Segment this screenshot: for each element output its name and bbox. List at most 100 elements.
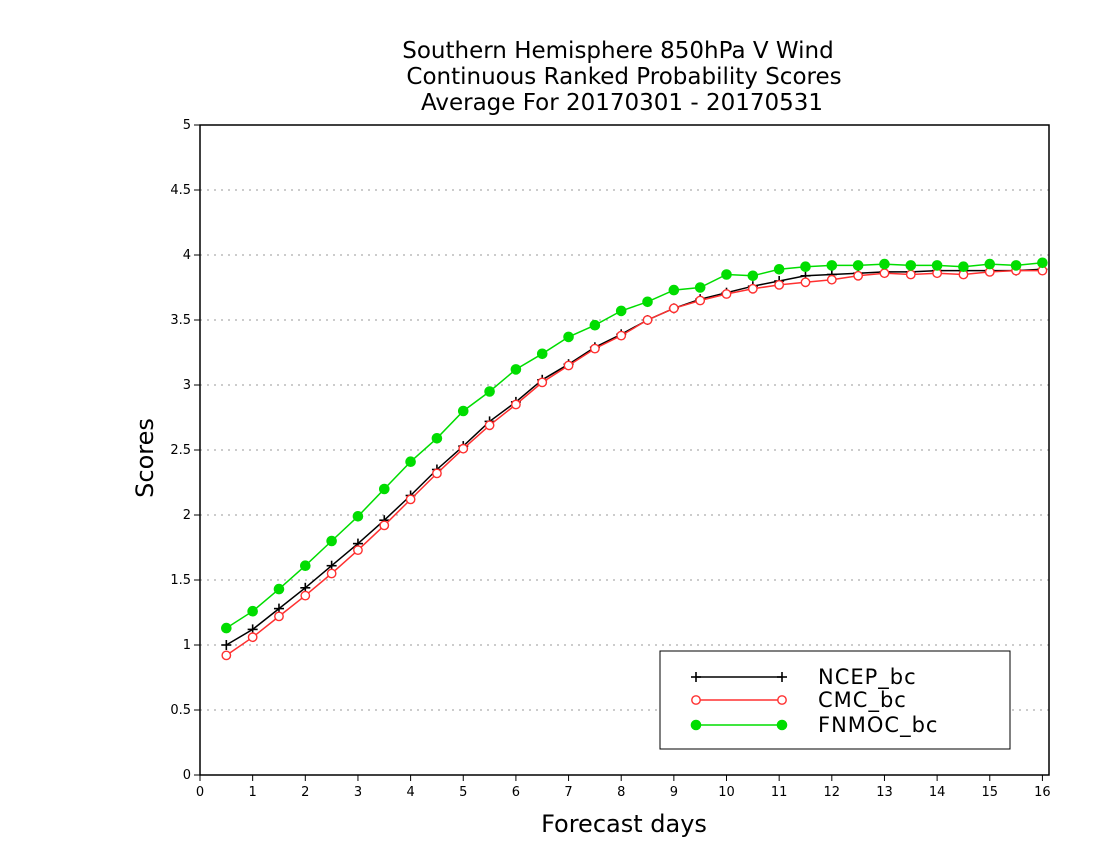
data-point-cmc-bc — [642, 315, 653, 325]
legend: NCEP_bc CMC_bc FNMOC_bc — [659, 650, 1011, 750]
data-point-fnmoc-bc — [431, 433, 443, 444]
data-point-ncep-bc — [221, 640, 232, 650]
x-tick-label: 2 — [301, 785, 309, 800]
x-tick-label: 11 — [771, 785, 788, 800]
data-point-cmc-bc — [537, 377, 548, 388]
data-point-fnmoc-bc — [800, 261, 811, 273]
data-point-fnmoc-bc — [589, 319, 601, 331]
y-tick-label: 3 — [183, 378, 191, 393]
data-point-cmc-bc — [853, 270, 864, 281]
data-point-cmc-bc — [221, 650, 232, 661]
x-tick-label: 14 — [929, 785, 946, 800]
data-point-fnmoc-bc — [273, 583, 285, 595]
data-point-fnmoc-bc — [931, 260, 943, 271]
legend-label-cmc: CMC_bc — [818, 688, 907, 713]
data-point-cmc-bc — [326, 568, 337, 579]
data-point-fnmoc-bc — [642, 296, 653, 308]
data-point-fnmoc-bc — [773, 264, 785, 275]
x-tick-label: 6 — [512, 785, 520, 800]
y-axis-label: Scores — [131, 418, 159, 498]
data-point-fnmoc-bc — [326, 535, 337, 547]
axis-layer: 00.511.522.533.544.550 1 2 3 4 5 6 7 8 9 10 11 12 13 1… — [170, 118, 1050, 800]
legend-marker-cmc-bc — [691, 695, 701, 705]
data-point-fnmoc-bc — [536, 348, 548, 360]
data-point-fnmoc-bc — [457, 405, 469, 417]
data-point-fnmoc-bc — [879, 258, 890, 270]
data-point-fnmoc-bc — [694, 282, 706, 293]
legend-samples — [690, 672, 788, 731]
data-point-fnmoc-bc — [510, 364, 522, 375]
data-point-cmc-bc — [484, 420, 495, 431]
data-point-cmc-bc — [826, 274, 837, 285]
series-fnmoc-bc — [221, 257, 1048, 634]
legend-marker-fnmoc-bc — [690, 719, 702, 731]
data-point-cmc-bc — [379, 520, 390, 531]
x-tick-label: 12 — [824, 785, 841, 800]
data-point-fnmoc-bc — [905, 260, 917, 271]
data-point-fnmoc-bc — [1010, 260, 1022, 271]
y-tick-label: 2.5 — [170, 443, 191, 458]
data-point-fnmoc-bc — [300, 560, 311, 572]
data-point-fnmoc-bc — [405, 456, 416, 468]
legend-marker-ncep-bc — [691, 672, 701, 682]
data-point-cmc-bc — [353, 545, 363, 555]
data-point-fnmoc-bc — [1037, 257, 1048, 269]
data-point-fnmoc-bc — [378, 483, 390, 495]
data-point-fnmoc-bc — [247, 605, 258, 617]
y-tick-label: 2 — [183, 508, 191, 523]
data-point-cmc-bc — [274, 611, 284, 622]
data-point-cmc-bc — [432, 468, 442, 479]
data-point-fnmoc-bc — [984, 258, 996, 270]
chart-title-line-1: Southern Hemisphere 850hPa V Wind — [402, 38, 833, 64]
x-tick-label: 5 — [459, 785, 467, 800]
chart-title-line-2: Continuous Ranked Probability Scores — [406, 64, 841, 90]
grid-layer — [200, 124, 1049, 711]
data-point-fnmoc-bc — [721, 269, 732, 280]
x-tick-label: 10 — [718, 785, 735, 800]
data-point-cmc-bc — [747, 283, 758, 294]
chart-title-line-3: Average For 20170301 - 20170531 — [421, 90, 823, 116]
x-tick-label: 1 — [249, 785, 257, 800]
data-point-cmc-bc — [774, 279, 785, 290]
data-point-cmc-bc — [905, 269, 916, 280]
x-tick-label: 8 — [617, 785, 625, 800]
x-tick-label: 15 — [981, 785, 998, 800]
data-point-fnmoc-bc — [352, 511, 364, 522]
data-point-cmc-bc — [511, 399, 521, 410]
data-point-cmc-bc — [405, 494, 416, 505]
y-tick-label: 1.5 — [170, 573, 191, 588]
legend-marker-ncep-bc — [777, 672, 787, 682]
x-tick-label: 4 — [406, 785, 414, 800]
y-tick-label: 5 — [183, 118, 191, 133]
data-point-fnmoc-bc — [615, 305, 627, 317]
data-point-cmc-bc — [300, 590, 311, 601]
data-point-cmc-bc — [563, 360, 574, 371]
data-point-cmc-bc — [589, 343, 600, 354]
x-tick-label: 9 — [670, 785, 678, 800]
y-tick-label: 3.5 — [170, 313, 191, 328]
x-tick-label: 0 — [196, 785, 204, 800]
series-cmc-bc — [221, 265, 1048, 661]
data-point-fnmoc-bc — [826, 260, 838, 271]
data-point-fnmoc-bc — [958, 261, 969, 273]
data-point-cmc-bc — [800, 277, 811, 288]
data-point-fnmoc-bc — [484, 386, 495, 397]
legend-marker-cmc-bc — [777, 695, 787, 705]
data-point-cmc-bc — [879, 268, 890, 279]
y-tick-label: 0.5 — [170, 703, 191, 718]
x-axis-label: Forecast days — [541, 810, 707, 838]
data-point-fnmoc-bc — [668, 284, 680, 296]
data-point-fnmoc-bc — [221, 622, 232, 634]
legend-label-fnmoc: FNMOC_bc — [818, 713, 938, 738]
x-tick-label: 7 — [564, 785, 572, 800]
legend-marker-fnmoc-bc — [776, 719, 788, 731]
y-tick-label: 1 — [183, 638, 191, 653]
x-tick-label: 13 — [876, 785, 893, 800]
data-point-cmc-bc — [247, 632, 258, 643]
data-point-cmc-bc — [721, 289, 732, 299]
data-point-cmc-bc — [458, 443, 469, 454]
series-layer — [221, 257, 1048, 661]
legend-label-ncep: NCEP_bc — [818, 665, 917, 690]
x-tick-label: 16 — [1034, 785, 1051, 800]
